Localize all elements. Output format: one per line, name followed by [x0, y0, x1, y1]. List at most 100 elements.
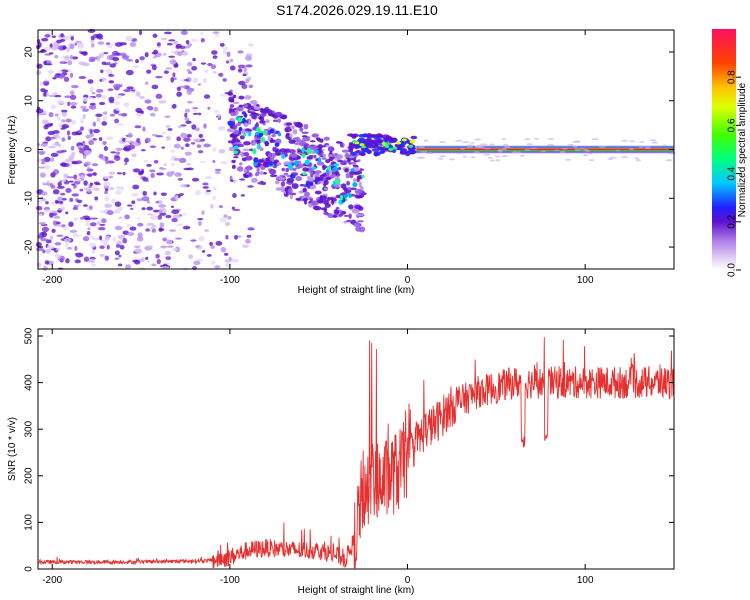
band-speckle	[356, 213, 364, 217]
noise-speckle	[222, 78, 227, 82]
band-speckle	[278, 176, 286, 181]
band-speckle	[323, 136, 330, 141]
noise-speckle	[161, 131, 167, 135]
noise-speckle	[92, 137, 97, 141]
noise-speckle	[165, 124, 171, 128]
noise-speckle	[203, 143, 211, 148]
band-speckle	[299, 183, 305, 187]
band-bright-spot	[241, 117, 246, 124]
carrier-speckle	[466, 144, 474, 147]
carrier-speckle	[582, 154, 589, 157]
noise-speckle	[49, 122, 54, 126]
noise-speckle	[135, 58, 140, 64]
noise-speckle	[40, 238, 48, 242]
band-speckle	[354, 205, 362, 210]
noise-speckle	[73, 180, 81, 185]
noise-speckle	[214, 171, 221, 175]
carrier-speckle	[621, 139, 628, 142]
band-speckle	[249, 100, 258, 105]
carrier-speckle	[494, 155, 501, 158]
band-bright-spot	[332, 166, 339, 172]
band-speckle	[233, 156, 239, 159]
band-speckle	[250, 111, 256, 115]
noise-speckle	[53, 94, 62, 98]
noise-speckle	[44, 260, 50, 265]
noise-speckle	[55, 254, 61, 259]
band-speckle	[229, 111, 237, 117]
band-speckle	[298, 163, 304, 169]
band-bright-spot	[304, 159, 310, 166]
noise-speckle	[197, 150, 204, 154]
noise-speckle	[214, 265, 221, 269]
noise-speckle	[50, 152, 59, 158]
noise-speckle	[134, 245, 141, 248]
band-bright-spot	[314, 178, 318, 185]
noise-speckle	[176, 223, 184, 226]
noise-speckle	[201, 249, 206, 253]
noise-speckle	[184, 151, 192, 156]
carrier-speckle	[598, 145, 607, 148]
noise-speckle	[40, 158, 47, 163]
noise-speckle	[132, 184, 140, 190]
band-bright-spot	[233, 150, 238, 154]
noise-speckle	[48, 145, 57, 149]
noise-speckle	[89, 132, 94, 138]
noise-speckle	[60, 162, 67, 167]
band-speckle	[325, 159, 331, 164]
snr-plot-area	[38, 329, 674, 569]
noise-speckle	[67, 60, 73, 66]
band-speckle	[227, 92, 234, 96]
noise-speckle	[56, 185, 65, 189]
noise-speckle	[203, 123, 207, 129]
noise-speckle	[198, 133, 204, 139]
band-speckle	[350, 161, 357, 165]
noise-speckle	[134, 259, 141, 265]
band-speckle	[245, 155, 253, 161]
band-speckle	[275, 150, 281, 157]
band-speckle	[297, 122, 303, 129]
y-tick-label: 100	[24, 514, 35, 531]
noise-speckle	[245, 238, 251, 244]
band-speckle	[349, 173, 354, 179]
noise-speckle	[115, 244, 121, 248]
carrier-speckle	[448, 158, 456, 161]
x-tick-label: -200	[42, 575, 62, 586]
noise-speckle	[78, 147, 84, 150]
noise-speckle	[67, 101, 71, 106]
band-bright-spot	[281, 153, 286, 160]
converge-bright	[384, 144, 390, 148]
noise-speckle	[195, 258, 204, 261]
noise-speckle	[242, 244, 249, 248]
noise-speckle	[46, 32, 51, 35]
noise-speckle	[183, 137, 191, 142]
noise-speckle	[41, 226, 50, 233]
noise-speckle	[168, 55, 176, 58]
noise-speckle	[116, 172, 123, 175]
noise-speckle	[71, 131, 79, 136]
noise-speckle	[62, 45, 67, 50]
band-speckle	[272, 164, 277, 169]
noise-speckle	[84, 220, 91, 224]
noise-speckle	[92, 121, 97, 127]
noise-speckle	[75, 160, 83, 164]
noise-speckle	[218, 72, 224, 77]
noise-speckle	[160, 37, 168, 41]
band-speckle	[359, 185, 364, 191]
noise-speckle	[95, 113, 103, 117]
noise-speckle	[85, 134, 91, 139]
carrier-speckle	[474, 146, 481, 149]
y-tick-label: 200	[24, 467, 35, 484]
noise-speckle	[123, 89, 131, 92]
carrier-speckle	[667, 152, 676, 155]
noise-speckle	[149, 145, 157, 149]
noise-speckle	[82, 113, 86, 120]
noise-speckle	[193, 260, 201, 266]
noise-speckle	[82, 144, 90, 151]
noise-speckle	[166, 42, 173, 46]
band-speckle	[348, 204, 354, 210]
noise-speckle	[108, 73, 113, 77]
noise-speckle	[198, 220, 202, 226]
noise-speckle	[104, 203, 113, 208]
band-bright-spot	[289, 174, 296, 179]
noise-speckle	[242, 148, 251, 152]
